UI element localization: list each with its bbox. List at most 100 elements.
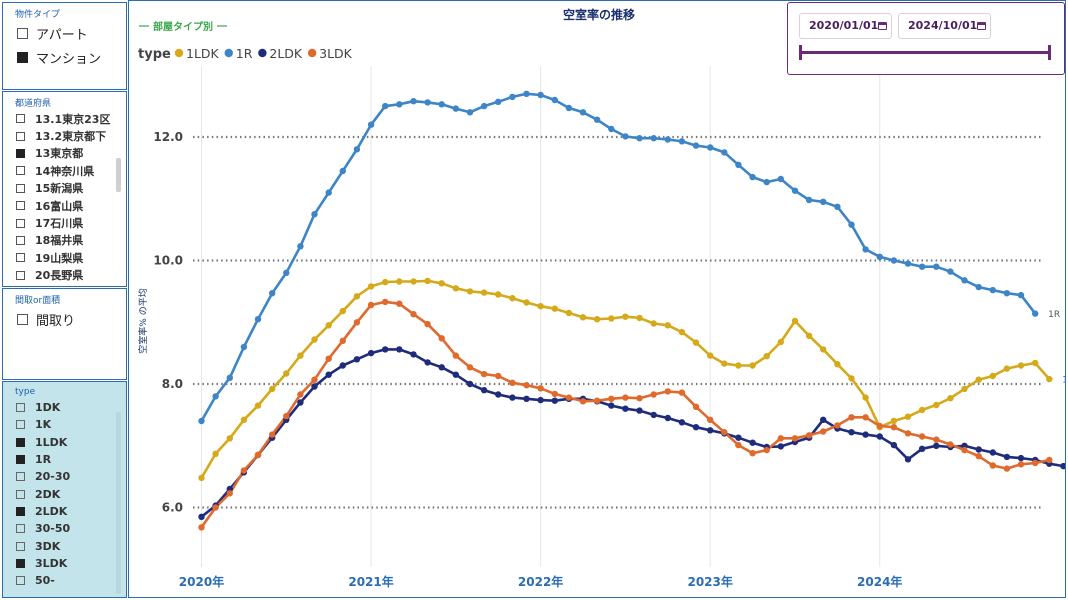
- legend-label-1LDK: 1LDK: [186, 46, 220, 61]
- type-option[interactable]: 1R: [3, 451, 126, 468]
- data-point-1R: [325, 189, 332, 196]
- data-point-2LDK: [735, 434, 742, 441]
- data-point-1R: [198, 417, 205, 425]
- type-option[interactable]: 1K: [3, 416, 126, 433]
- data-point-3LDK: [254, 451, 262, 459]
- checkbox[interactable]: [16, 541, 25, 551]
- prefecture-option[interactable]: 13.2東京都下: [3, 127, 126, 144]
- x-tick-label: 2020年: [179, 574, 224, 589]
- type-option-label: 1LDK: [35, 435, 68, 449]
- legend-marker-3LDK: [307, 48, 317, 58]
- date-slider-end-handle[interactable]: [1048, 45, 1051, 60]
- data-point-3LDK: [438, 335, 445, 342]
- checkbox[interactable]: [16, 420, 25, 430]
- type-option[interactable]: 30-50: [3, 520, 126, 537]
- data-point-3LDK: [452, 352, 459, 359]
- data-point-1LDK: [749, 362, 756, 369]
- prefecture-option[interactable]: 18福井県: [3, 232, 126, 249]
- data-point-1LDK: [650, 320, 657, 327]
- data-point-3LDK: [593, 397, 601, 404]
- checkbox[interactable]: [16, 489, 25, 499]
- end-date-value: 2024/10/01: [908, 19, 978, 32]
- data-point-3LDK: [777, 435, 784, 442]
- checkbox[interactable]: [16, 524, 25, 534]
- data-point-1LDK: [805, 332, 813, 339]
- checkbox[interactable]: [17, 27, 28, 39]
- data-point-1R: [579, 109, 587, 116]
- checkbox[interactable]: [17, 313, 28, 325]
- data-point-3LDK: [269, 431, 276, 438]
- layout-option[interactable]: 間取り: [3, 307, 126, 331]
- checkbox[interactable]: [16, 506, 25, 516]
- type-option[interactable]: 20-30: [3, 468, 126, 485]
- layout-option-label: 間取り: [36, 313, 76, 329]
- type-option[interactable]: 2LDK: [3, 503, 126, 520]
- checkbox[interactable]: [16, 270, 25, 280]
- checkbox[interactable]: [16, 437, 25, 447]
- data-point-2LDK: [749, 439, 756, 446]
- series-line-1R: [200, 92, 1037, 422]
- prefecture-scrollbar[interactable]: [116, 158, 121, 192]
- end-date-field[interactable]: 2024/10/01: [898, 13, 991, 39]
- property-type-option[interactable]: マンション: [3, 45, 126, 69]
- checkbox[interactable]: [16, 253, 25, 263]
- checkbox[interactable]: [17, 51, 28, 63]
- data-point-1R: [876, 253, 883, 260]
- prefecture-option[interactable]: 13東京都: [3, 145, 126, 162]
- date-slider-start-handle[interactable]: [799, 45, 802, 60]
- data-point-1R: [805, 196, 813, 204]
- checkbox[interactable]: [16, 114, 25, 124]
- data-point-1R: [367, 121, 375, 128]
- data-point-1LDK: [989, 372, 996, 380]
- checkbox[interactable]: [16, 235, 25, 245]
- data-point-1R: [961, 277, 968, 284]
- chart-subtitle-group: 部屋タイプ別: [139, 20, 227, 33]
- type-option[interactable]: 3LDK: [3, 555, 126, 572]
- checkbox[interactable]: [16, 183, 25, 193]
- checkbox[interactable]: [16, 218, 25, 228]
- checkbox[interactable]: [16, 148, 25, 158]
- data-point-1R: [551, 96, 558, 104]
- start-date-field[interactable]: 2020/01/01: [799, 13, 892, 39]
- checkbox[interactable]: [16, 455, 25, 465]
- type-scrollbar[interactable]: [116, 412, 121, 594]
- prefecture-option[interactable]: 19山梨県: [3, 249, 126, 266]
- type-option[interactable]: 1DK: [3, 399, 126, 416]
- type-option[interactable]: 3DK: [3, 537, 126, 554]
- prefecture-slicer: 都道府県 13.1東京23区 13.2東京都下 13東京都 14神奈川県 15新潟県 16…: [2, 91, 127, 287]
- prefecture-option[interactable]: 13.1東京23区: [3, 110, 126, 127]
- checkbox[interactable]: [16, 472, 25, 482]
- checkbox[interactable]: [16, 166, 25, 176]
- prefecture-option-label: 13.1東京23区: [35, 112, 111, 126]
- checkbox[interactable]: [16, 201, 25, 211]
- prefecture-option[interactable]: 17石川県: [3, 214, 126, 231]
- data-point-3LDK: [325, 355, 332, 362]
- data-point-1LDK: [480, 289, 488, 296]
- type-option[interactable]: 1LDK: [3, 434, 126, 451]
- property-type-option[interactable]: アパート: [3, 21, 126, 45]
- data-point-1LDK: [834, 361, 841, 368]
- legend: type 1LDK 1R 2LDK 3LDK: [138, 46, 353, 62]
- checkbox[interactable]: [16, 403, 25, 413]
- prefecture-option[interactable]: 20長野県: [3, 267, 126, 284]
- checkbox[interactable]: [16, 558, 25, 568]
- prefecture-option[interactable]: 15新潟県: [3, 180, 126, 197]
- checkbox[interactable]: [16, 576, 25, 586]
- type-option-label: 1K: [35, 418, 52, 432]
- calendar-icon[interactable]: [977, 22, 986, 30]
- data-point-1LDK: [212, 450, 219, 457]
- data-point-1R: [537, 91, 544, 99]
- data-point-3LDK: [834, 422, 841, 429]
- type-option-label: 30-50: [35, 522, 71, 536]
- prefecture-option[interactable]: 16富山県: [3, 197, 126, 214]
- data-point-2LDK: [339, 362, 346, 369]
- data-point-1R: [664, 136, 671, 143]
- type-option[interactable]: 50-: [3, 572, 126, 589]
- checkbox[interactable]: [16, 131, 25, 141]
- data-point-3LDK: [622, 394, 629, 401]
- prefecture-option[interactable]: 14神奈川県: [3, 162, 126, 179]
- data-point-3LDK: [678, 389, 686, 396]
- type-option[interactable]: 2DK: [3, 485, 126, 502]
- calendar-icon[interactable]: [878, 22, 887, 30]
- date-slider-track[interactable]: [799, 45, 1051, 60]
